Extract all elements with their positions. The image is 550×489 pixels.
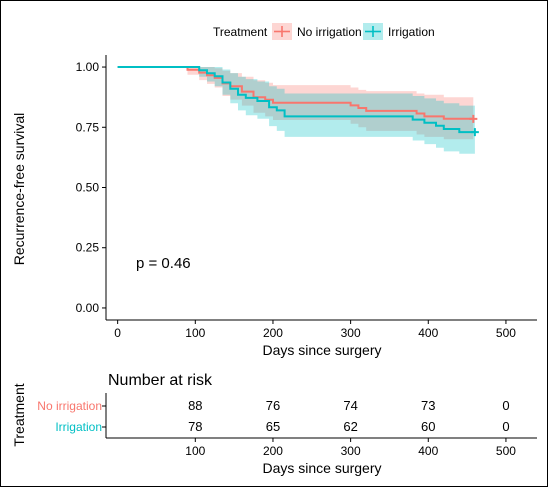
risk-table-x-title: Days since surgery [262, 460, 381, 476]
risk-cell-irrigation: 65 [266, 419, 280, 434]
risk-cell-irrigation: 0 [502, 419, 509, 434]
legend-title: Treatment [213, 25, 268, 39]
risk-cell-irrigation: 60 [421, 419, 435, 434]
legend-label-no-irrigation: No irrigation [297, 25, 362, 39]
censor-marks [469, 114, 479, 137]
risk-x-tick-label: 400 [418, 444, 438, 458]
y-tick-label: 0.50 [76, 181, 100, 195]
x-tick-label: 200 [263, 326, 283, 340]
risk-row-label-no-irrigation: No irrigation [37, 399, 102, 413]
censor-mark-irrigation-0 [470, 128, 479, 137]
survival-plot: 0.00 0.25 0.50 0.75 1.00 0 100 200 300 400 500 p … [11, 55, 537, 358]
survival-curves [117, 66, 475, 134]
x-axis-title: Days since surgery [262, 342, 381, 358]
confidence-bands [117, 67, 475, 154]
x-axis-ticks: 0 100 200 300 400 500 [114, 320, 516, 340]
y-tick-label: 0.00 [76, 301, 100, 315]
risk-cell-no-irrigation: 88 [188, 398, 202, 413]
risk-table-x-ticks: 100 200 300 400 500 [185, 438, 516, 458]
risk-cell-no-irrigation: 73 [421, 398, 435, 413]
risk-cell-irrigation: 62 [343, 419, 357, 434]
x-tick-label: 0 [114, 326, 121, 340]
risk-x-tick-label: 300 [341, 444, 361, 458]
y-tick-label: 1.00 [76, 60, 100, 74]
y-axis-title: Recurrence-free survival [11, 113, 27, 266]
risk-cell-no-irrigation: 76 [266, 398, 280, 413]
legend: Treatment No irrigation Irrigation [213, 23, 435, 40]
x-tick-label: 500 [496, 326, 516, 340]
survival-curve-irrigation [117, 66, 475, 134]
risk-table: Number at risk Treatment No irrigation 88… [11, 372, 537, 476]
y-tick-label: 0.25 [76, 241, 100, 255]
risk-cell-no-irrigation: 74 [343, 398, 357, 413]
risk-table-rows: No irrigation 88 76 74 73 0 Irrigation 78 65 62 60… [37, 398, 509, 434]
risk-table-title: Number at risk [108, 372, 213, 389]
risk-cell-no-irrigation: 0 [502, 398, 509, 413]
y-tick-label: 0.75 [76, 120, 100, 134]
risk-x-tick-label: 100 [185, 444, 205, 458]
risk-x-tick-label: 500 [496, 444, 516, 458]
risk-table-y-title: Treatment [11, 383, 27, 446]
risk-row-label-irrigation: Irrigation [55, 420, 102, 434]
x-tick-label: 400 [418, 326, 438, 340]
legend-label-irrigation: Irrigation [388, 25, 435, 39]
x-tick-label: 100 [185, 326, 205, 340]
confidence-band-irrigation [117, 67, 475, 154]
p-value-annotation: p = 0.46 [136, 255, 191, 272]
risk-cell-irrigation: 78 [188, 419, 202, 434]
risk-x-tick-label: 200 [263, 444, 283, 458]
y-axis-ticks: 0.00 0.25 0.50 0.75 1.00 [76, 60, 106, 315]
x-tick-label: 300 [341, 326, 361, 340]
censor-mark-no-irrigation-0 [469, 114, 478, 123]
